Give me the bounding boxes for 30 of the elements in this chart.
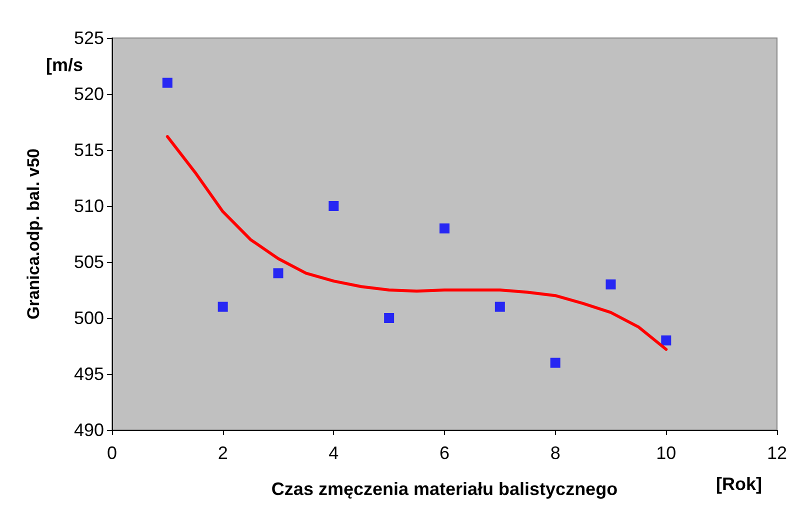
point [661,335,672,346]
y-tick-label: 520 [74,84,104,104]
text: [m/s [46,55,84,75]
x-tick-label: 0 [106,443,118,463]
point [439,223,450,234]
point [494,302,505,312]
y-tick-label: 515 [74,140,104,160]
y-tick-label: 495 [74,364,104,384]
x-tick-label: 8 [550,443,560,463]
x-tick-label: 2 [218,443,228,463]
point [384,313,394,323]
x-axis-title: Czas zmęczenia materiału balistycznego [271,479,618,499]
y-tick-label: 505 [74,252,104,272]
y-tick-label: 490 [74,420,104,440]
y-tick-label: 510 [74,196,104,216]
x-tick-label: 4 [328,443,339,463]
x-tick-label: 12 [766,443,788,463]
y-tick-label: 500 [74,308,104,328]
y-tick-label: 525 [74,28,104,48]
point [606,279,616,290]
text: [Rok] [716,474,762,494]
point [328,201,339,211]
point [162,78,172,88]
x-tick-label: 6 [439,443,450,463]
x-tick-label: 10 [656,443,676,463]
point [550,358,560,368]
line-series [166,135,668,351]
point [273,268,284,278]
point [218,302,228,312]
y-axis-title: Granica.odp. bal. v50 [24,148,43,320]
